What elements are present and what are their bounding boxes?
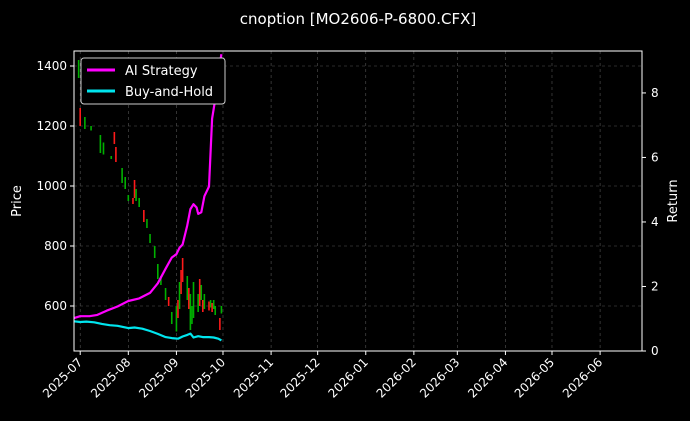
y-left-tick-label: 1000: [36, 179, 67, 193]
y-axis-left-label: Price: [10, 185, 25, 217]
legend: AI Strategy Buy-and-Hold: [80, 57, 226, 105]
y-left-tick-label: 1400: [36, 59, 67, 73]
candlesticks: [77, 60, 223, 332]
series-lines: [73, 54, 223, 342]
y-right-tick-label: 8: [651, 86, 659, 100]
y-left-tick-label: 600: [44, 299, 67, 313]
plot-frame: [73, 50, 643, 352]
series-line-buy-and-hold: [73, 320, 222, 342]
series-line-ai-strategy: [73, 54, 223, 320]
legend-label-buy-and-hold: Buy-and-Hold: [125, 85, 213, 100]
y-right-tick-label: 4: [651, 215, 659, 229]
legend-box: [80, 57, 226, 105]
y-axis-right-label: Return: [666, 179, 681, 222]
y-axis-right: 0 2 4 6 8: [642, 86, 659, 358]
y-right-tick-label: 0: [651, 344, 659, 358]
y-left-tick-label: 1200: [36, 119, 67, 133]
y-right-tick-label: 2: [651, 279, 659, 293]
chart-title: cnoption [MO2606-P-6800.CFX]: [240, 10, 476, 28]
legend-label-ai-strategy: AI Strategy: [125, 64, 198, 79]
y-axis-left: 600 800 1000 1200 1400: [36, 59, 74, 313]
y-left-tick-label: 800: [44, 239, 67, 253]
y-right-tick-label: 6: [651, 150, 659, 164]
grid: [74, 51, 642, 351]
